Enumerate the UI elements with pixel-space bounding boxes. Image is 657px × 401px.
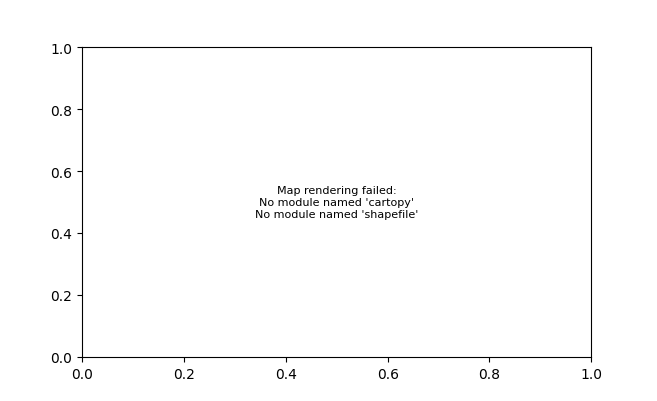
Text: Map rendering failed:
No module named 'cartopy'
No module named 'shapefile': Map rendering failed: No module named 'c… (255, 186, 419, 219)
